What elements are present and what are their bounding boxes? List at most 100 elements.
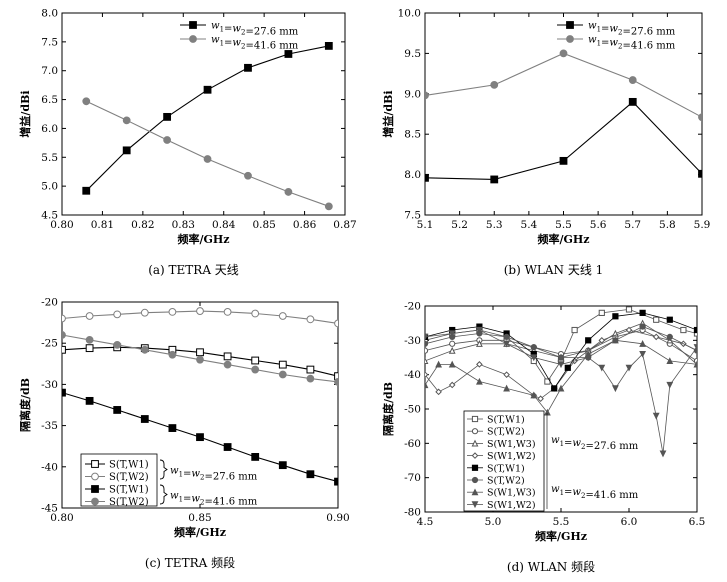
data-point xyxy=(698,113,702,122)
y-tick-label: 9.5 xyxy=(404,48,421,60)
data-point xyxy=(122,146,131,155)
legend-marker xyxy=(471,415,479,423)
legend-label: S(W1,W3) xyxy=(487,488,536,499)
series-2 xyxy=(425,49,702,122)
legend-label: S(W1,W2) xyxy=(487,500,536,511)
data-point xyxy=(611,336,619,344)
data-point xyxy=(628,97,637,106)
chart-caption: (a) TETRA 天线 xyxy=(148,263,239,277)
legend-label: S(T,W1) xyxy=(109,485,149,496)
data-point xyxy=(611,385,619,393)
y-tick-label: -60 xyxy=(404,438,421,450)
legend-group-label: w1=w2=41.6 mm xyxy=(551,484,639,501)
legend-label: S(T,W2) xyxy=(109,497,149,508)
y-tick-label: -40 xyxy=(404,369,421,381)
data-point xyxy=(168,424,177,432)
data-point xyxy=(639,350,647,358)
data-point xyxy=(140,308,149,317)
data-point xyxy=(530,354,538,362)
x-tick-label: 0.82 xyxy=(131,219,154,231)
y-tick-label: 7.0 xyxy=(41,65,58,77)
plot-area xyxy=(425,306,697,458)
data-point xyxy=(564,364,571,371)
legend-marker xyxy=(91,472,99,481)
data-point xyxy=(449,340,456,347)
data-point xyxy=(585,337,592,344)
x-tick-label: 5.4 xyxy=(521,219,538,231)
y-tick-label: -20 xyxy=(41,297,58,309)
x-tick-label: 5.5 xyxy=(553,516,570,528)
legend-group-label: w1=w2=41.6 mm xyxy=(170,491,258,508)
y-tick-label: 9.0 xyxy=(404,88,421,100)
legend-label: S(T,W1) xyxy=(487,415,525,426)
data-point xyxy=(653,316,660,323)
data-point xyxy=(203,155,212,163)
data-point xyxy=(475,326,483,334)
data-point xyxy=(425,333,429,341)
series-line xyxy=(425,101,702,180)
chart-a: 0.80 0.81 0.82 0.83 0.84 0.85 0.86 0.87 4.5 5.0 5.… xyxy=(18,8,357,278)
data-point xyxy=(278,360,287,369)
data-point xyxy=(244,171,252,180)
y-axis-label: 增益/dBi xyxy=(18,90,32,137)
data-point xyxy=(476,361,483,368)
x-tick-label: 5.1 xyxy=(417,219,434,231)
data-point xyxy=(639,340,647,347)
data-point xyxy=(62,345,66,354)
y-tick-label: -20 xyxy=(404,301,421,313)
legend: S(T,W1)S(T,W2)S(W1,W3)S(W1,W2)S(T,W1)S(T… xyxy=(463,410,639,512)
data-point xyxy=(666,316,673,323)
series-line xyxy=(425,329,697,400)
legend-label: S(T,W1) xyxy=(109,460,149,471)
series-2 xyxy=(82,97,333,211)
legend-marker xyxy=(91,460,99,468)
y-tick-label: 10.0 xyxy=(398,8,421,20)
x-axis-label: 频率/GHz xyxy=(537,232,589,246)
legend-label: w1=w2=41.6 mm xyxy=(211,35,299,52)
data-point xyxy=(82,97,91,106)
x-tick-label: 5.6 xyxy=(590,219,607,231)
data-point xyxy=(543,408,551,416)
x-axis-label: 频率/GHz xyxy=(535,529,587,543)
data-point xyxy=(168,350,177,359)
legend-label: S(T,W2) xyxy=(109,472,149,483)
data-point xyxy=(490,175,499,184)
data-point xyxy=(251,356,260,365)
data-point xyxy=(625,364,633,372)
legend-marker xyxy=(471,476,479,484)
data-point xyxy=(557,361,565,369)
x-tick-label: 0.80 xyxy=(50,219,73,231)
y-tick-label: -80 xyxy=(404,507,421,519)
data-point xyxy=(628,76,637,84)
data-point xyxy=(168,307,177,316)
data-point xyxy=(425,340,429,347)
data-point xyxy=(698,169,702,178)
data-point xyxy=(223,443,232,451)
data-point xyxy=(503,384,511,392)
data-point xyxy=(306,315,315,324)
data-point xyxy=(639,323,646,330)
data-point xyxy=(251,365,260,374)
x-tick-label: 0.84 xyxy=(212,219,236,231)
data-point xyxy=(196,348,204,357)
data-point xyxy=(113,340,122,349)
data-point xyxy=(693,360,697,368)
data-point xyxy=(284,188,293,196)
legend-marker xyxy=(471,501,479,509)
data-point xyxy=(334,378,338,386)
y-tick-label: -30 xyxy=(404,335,421,347)
x-tick-label: 0.83 xyxy=(172,219,195,231)
x-tick-label: 5.9 xyxy=(694,219,711,231)
legend-group-label: w1=w2=27.6 mm xyxy=(551,435,639,452)
y-tick-label: 8.5 xyxy=(404,129,421,141)
plot-area xyxy=(62,307,338,486)
data-point xyxy=(571,326,578,334)
data-point xyxy=(475,377,483,385)
data-point xyxy=(557,384,565,392)
data-point xyxy=(306,374,315,383)
legend-marker xyxy=(91,497,99,506)
data-point xyxy=(475,340,483,347)
